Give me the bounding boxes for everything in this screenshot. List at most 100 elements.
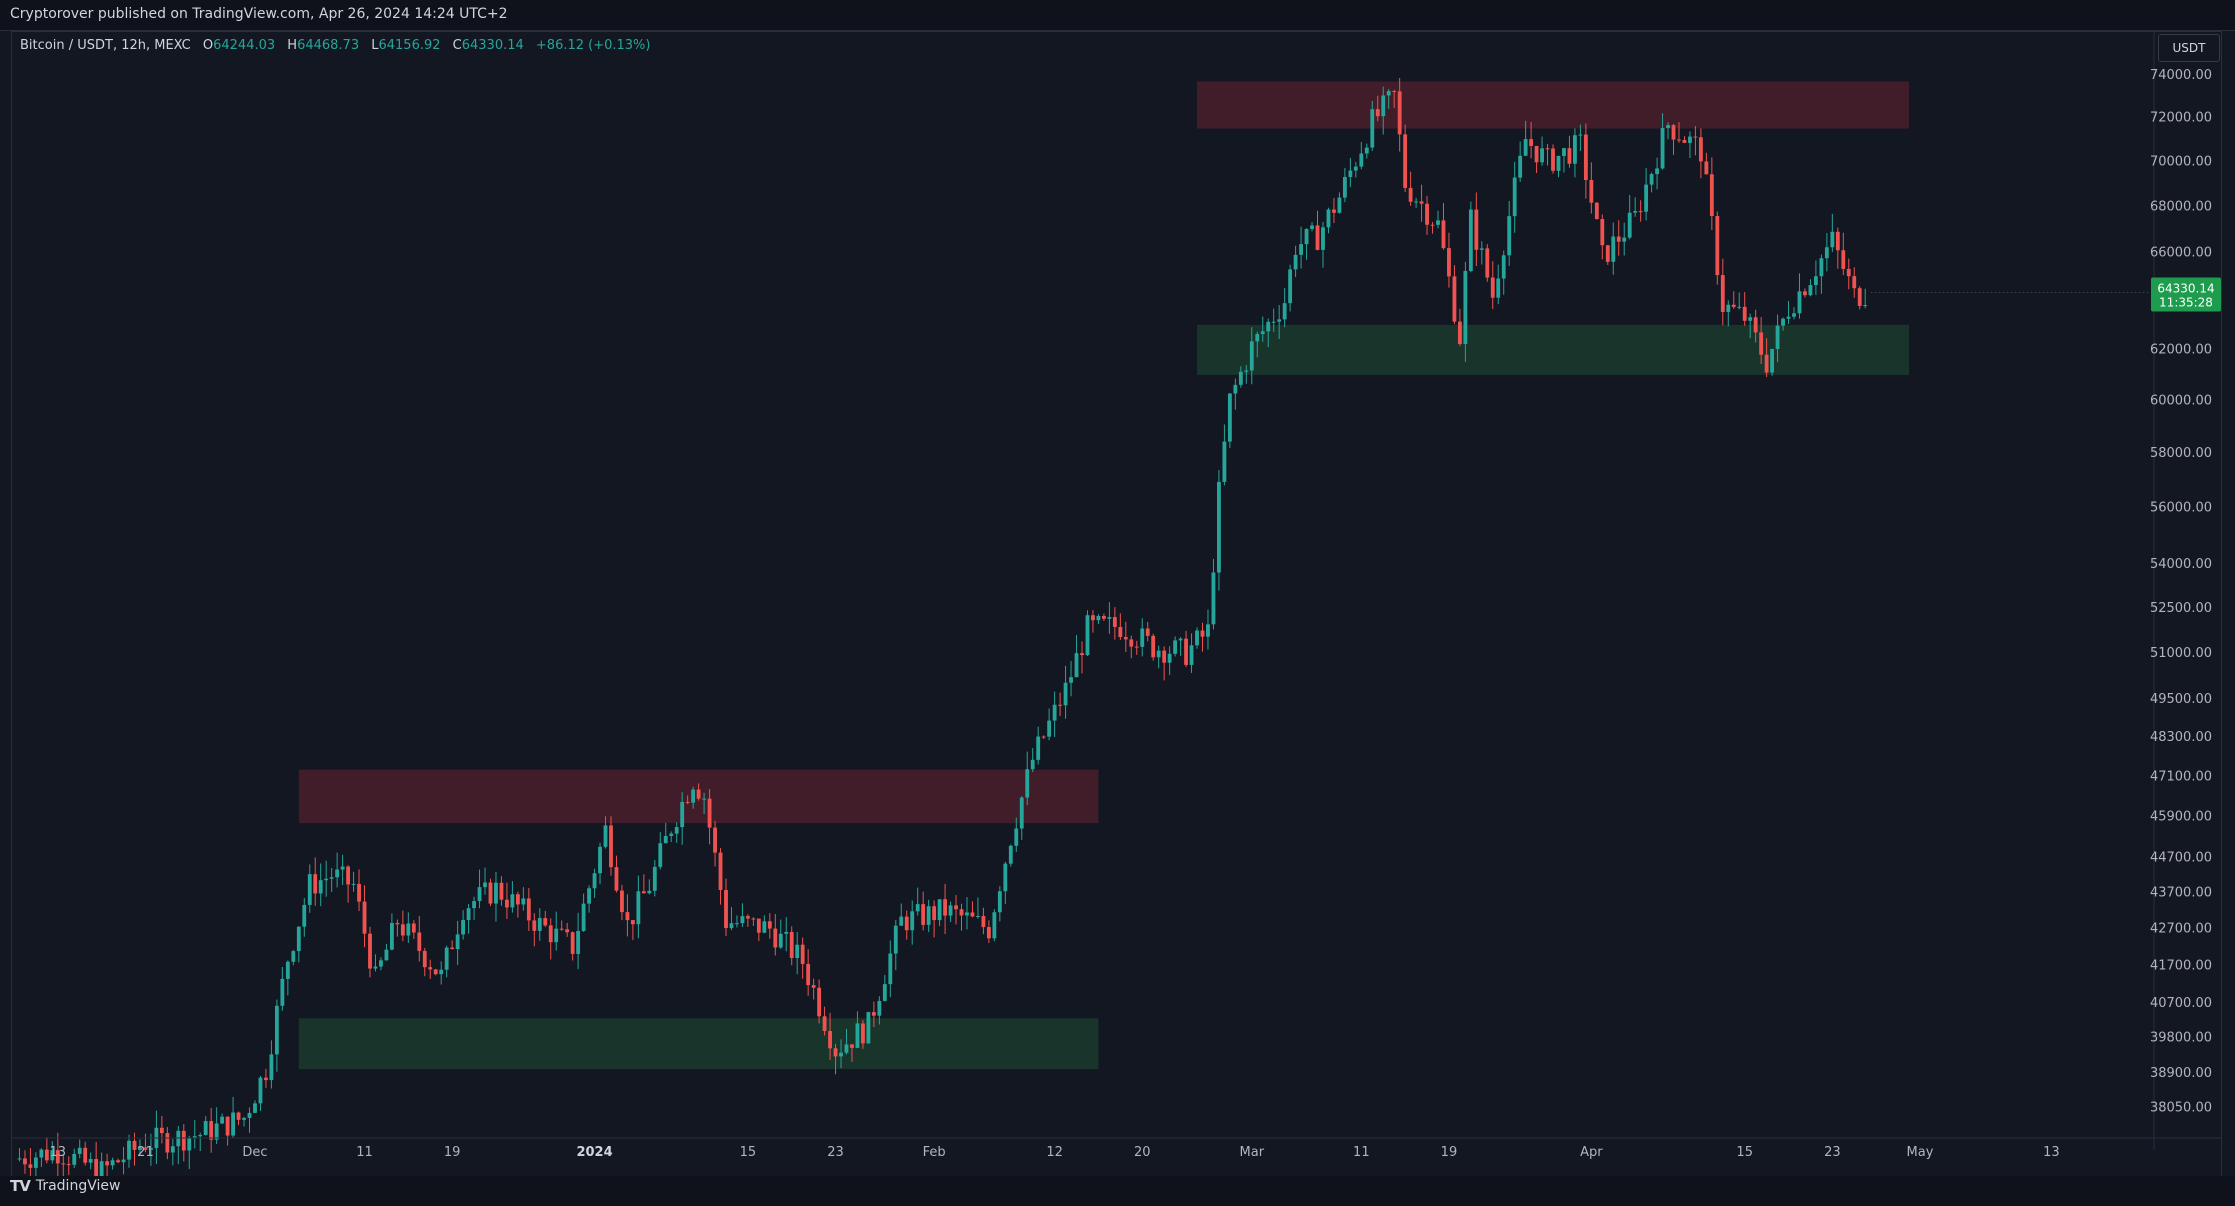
candle-body <box>740 916 745 924</box>
candle-body <box>636 891 641 925</box>
candle-body <box>844 1044 849 1053</box>
close-label: C <box>452 38 462 53</box>
x-tick-label: 13 <box>50 1145 67 1160</box>
candle-body <box>483 882 487 888</box>
candle-body <box>1479 248 1484 250</box>
candle-body <box>707 798 712 828</box>
tradingview-logo[interactable]: TV TradingView <box>10 1177 120 1195</box>
candle-body <box>1474 209 1479 250</box>
candle-body <box>822 1016 827 1032</box>
candle-body <box>1321 227 1325 250</box>
tradingview-logo-icon: TV <box>10 1177 31 1195</box>
candle-body <box>203 1121 208 1136</box>
candle-body <box>1457 321 1462 345</box>
x-tick-label: 15 <box>740 1145 757 1160</box>
candle-body <box>1222 441 1227 482</box>
candle-body <box>472 901 476 909</box>
candle-body <box>1447 248 1451 277</box>
x-tick-label: 19 <box>1441 1145 1458 1160</box>
y-tick-label: 40700.00 <box>2150 996 2212 1011</box>
candle-body <box>1069 677 1073 683</box>
candle-body <box>1085 615 1090 656</box>
candle-body <box>379 960 383 967</box>
bar-countdown: 11:35:28 <box>2159 295 2213 309</box>
candle-body <box>1118 626 1123 638</box>
candle-body <box>477 887 482 902</box>
candle-body <box>1299 244 1303 255</box>
candle-body <box>66 1164 71 1166</box>
candle-body <box>1173 640 1178 654</box>
candle-body <box>1277 319 1282 322</box>
x-tick-label: 11 <box>356 1145 373 1160</box>
candle-body <box>225 1116 230 1136</box>
candle-body <box>417 932 422 951</box>
candle-body <box>1332 209 1336 213</box>
candle-body <box>811 985 816 988</box>
candle-body <box>1096 616 1101 621</box>
candle-body <box>1184 638 1188 665</box>
candle-body <box>1523 139 1528 156</box>
candle-body <box>1025 769 1030 798</box>
candle-body <box>526 898 531 921</box>
candle-body <box>1698 137 1703 162</box>
y-tick-label: 74000.00 <box>2150 68 2212 83</box>
candle-body <box>94 1159 99 1182</box>
currency-button[interactable]: USDT <box>2158 34 2220 62</box>
candle-body <box>1134 646 1139 648</box>
candle-body <box>83 1147 88 1163</box>
published-caption: Cryptorover published on TradingView.com… <box>10 6 508 22</box>
candle-body <box>1578 134 1583 136</box>
candle-body <box>817 987 822 1017</box>
candle-body <box>954 905 958 910</box>
candle-body <box>466 908 471 921</box>
candle-body <box>1507 216 1512 256</box>
candle-body <box>1490 277 1495 298</box>
candle-body <box>702 798 707 800</box>
candle-body <box>620 890 624 913</box>
candle-body <box>1682 140 1687 143</box>
candle-body <box>1556 155 1561 171</box>
candle-body <box>1529 139 1534 146</box>
candle-body <box>1600 219 1605 246</box>
candle-body <box>400 924 405 936</box>
candle-body <box>756 918 761 933</box>
candle-body <box>428 967 433 970</box>
y-tick-label: 66000.00 <box>2150 246 2212 261</box>
candle-body <box>132 1140 137 1150</box>
candle-body <box>411 923 416 933</box>
candle-body <box>1326 209 1331 228</box>
candle-body <box>1112 617 1117 627</box>
candle-body <box>28 1164 33 1168</box>
candle-body <box>1846 268 1851 277</box>
candle-body <box>1266 321 1271 332</box>
candle-body <box>1408 187 1413 202</box>
candle-body <box>1151 635 1156 658</box>
candle-body <box>192 1136 197 1138</box>
open-value: 64244.03 <box>213 38 276 53</box>
candle-body <box>1189 645 1194 665</box>
candle-body <box>296 926 301 952</box>
x-tick-label: May <box>1907 1145 1934 1160</box>
candle-body <box>274 1005 279 1055</box>
candle-body <box>735 923 739 925</box>
candle-body <box>1441 220 1446 249</box>
x-tick-label: 23 <box>827 1145 844 1160</box>
close-value: 64330.14 <box>461 38 524 53</box>
candle-body <box>1392 91 1397 93</box>
candle-body <box>1227 393 1232 442</box>
candle-body <box>318 880 323 894</box>
candle-body <box>1841 250 1846 269</box>
candle-body <box>904 916 909 931</box>
candle-body <box>1677 139 1681 141</box>
last-price-value: 64330.14 <box>2157 281 2214 295</box>
candle-body <box>1660 128 1665 169</box>
candle-body <box>1419 201 1424 204</box>
candle-body <box>1583 134 1588 180</box>
candle-body <box>1638 211 1643 213</box>
candle-body <box>1616 236 1621 242</box>
candle-body <box>1770 348 1775 373</box>
candle-body <box>1348 170 1353 178</box>
candle-body <box>877 1000 882 1016</box>
x-tick-label: 15 <box>1736 1145 1753 1160</box>
